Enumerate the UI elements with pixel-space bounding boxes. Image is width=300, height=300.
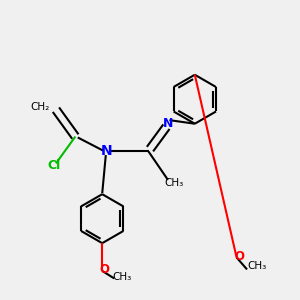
Text: N: N bbox=[101, 145, 112, 158]
Text: CH₂: CH₂ bbox=[30, 102, 50, 112]
Text: CH₃: CH₃ bbox=[247, 261, 266, 271]
Text: N: N bbox=[163, 117, 173, 130]
Text: Cl: Cl bbox=[47, 159, 60, 172]
Text: CH₃: CH₃ bbox=[165, 178, 184, 188]
Text: CH₃: CH₃ bbox=[112, 272, 132, 282]
Text: O: O bbox=[100, 263, 110, 276]
Text: O: O bbox=[234, 250, 244, 262]
